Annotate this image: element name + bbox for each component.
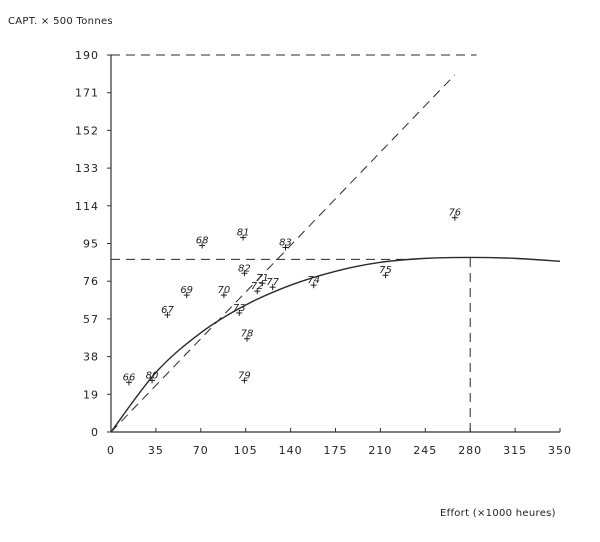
point-label: 72	[251, 281, 264, 292]
y-tick-label: 19	[83, 388, 99, 401]
fitted-production-curve-line	[110, 256, 561, 433]
fitted-lines	[110, 54, 561, 433]
y-tick-label: 76	[83, 275, 99, 288]
point-label: 80	[146, 370, 159, 381]
y-tick-label: 57	[83, 313, 99, 326]
data-point-69: 69	[180, 285, 193, 299]
data-point-79: 79	[238, 370, 251, 384]
x-axis-title: Effort (×1000 heures)	[440, 508, 556, 519]
data-point-75: 75	[379, 265, 392, 279]
point-label: 79	[238, 370, 251, 381]
data-point-72: 72	[251, 281, 264, 295]
x-tick-label: 70	[193, 444, 209, 457]
axes: 0 35 70 105 140 175 210 245 280 315 350 0 19 38 57 76 95…	[75, 49, 572, 457]
data-point-74: 74	[307, 275, 320, 289]
data-point-77: 77	[266, 277, 280, 291]
point-label: 77	[266, 277, 279, 288]
point-label: 76	[448, 208, 461, 219]
data-point-76: 76	[448, 208, 461, 221]
point-label: 68	[196, 235, 209, 246]
y-tick-label: 152	[75, 124, 99, 137]
data-point-78: 78	[241, 329, 254, 342]
y-tick-label: 38	[83, 351, 99, 364]
initial-slope-line-line	[110, 74, 456, 433]
point-label: 78	[241, 329, 254, 340]
data-point-82: 82	[238, 263, 251, 277]
y-tick-label: 0	[91, 426, 99, 439]
point-label: 83	[279, 237, 292, 248]
x-tick-label: 175	[324, 444, 348, 457]
data-point-80: 80	[146, 370, 159, 384]
point-label: 69	[180, 285, 193, 296]
point-label: 75	[379, 265, 392, 276]
data-point-73: 73	[233, 303, 246, 316]
data-point-66: 66	[123, 372, 136, 386]
y-tick-label: 133	[75, 162, 99, 175]
data-point-70: 70	[218, 285, 231, 299]
x-tick-label: 105	[234, 444, 258, 457]
point-label: 82	[238, 263, 251, 274]
y-tick-label: 95	[83, 238, 99, 251]
data-point-83: 83	[279, 237, 292, 251]
data-point-81: 81	[237, 228, 250, 241]
y-axis-title: CAPT. × 500 Tonnes	[8, 16, 113, 27]
data-point-71: 71	[256, 273, 269, 287]
x-tick-label: 210	[368, 444, 392, 457]
point-label: 74	[307, 275, 320, 286]
point-label: 73	[233, 303, 246, 314]
data-point-68: 68	[196, 235, 209, 249]
point-label: 70	[218, 285, 231, 296]
point-label: 81	[237, 228, 250, 239]
x-tick-label: 350	[548, 444, 572, 457]
point-label: 67	[161, 305, 174, 316]
y-tick-label: 171	[75, 87, 99, 100]
x-tick-label: 140	[279, 444, 303, 457]
point-label: 71	[256, 273, 269, 284]
x-tick-label: 280	[458, 444, 482, 457]
x-tick-label: 0	[107, 444, 115, 457]
data-point-67: 67	[161, 305, 174, 318]
x-tick-label: 315	[503, 444, 527, 457]
point-label: 66	[123, 372, 136, 383]
x-tick-label: 245	[413, 444, 437, 457]
y-tick-label: 114	[75, 200, 99, 213]
x-tick-label: 35	[148, 444, 164, 457]
y-tick-label: 190	[75, 49, 99, 62]
